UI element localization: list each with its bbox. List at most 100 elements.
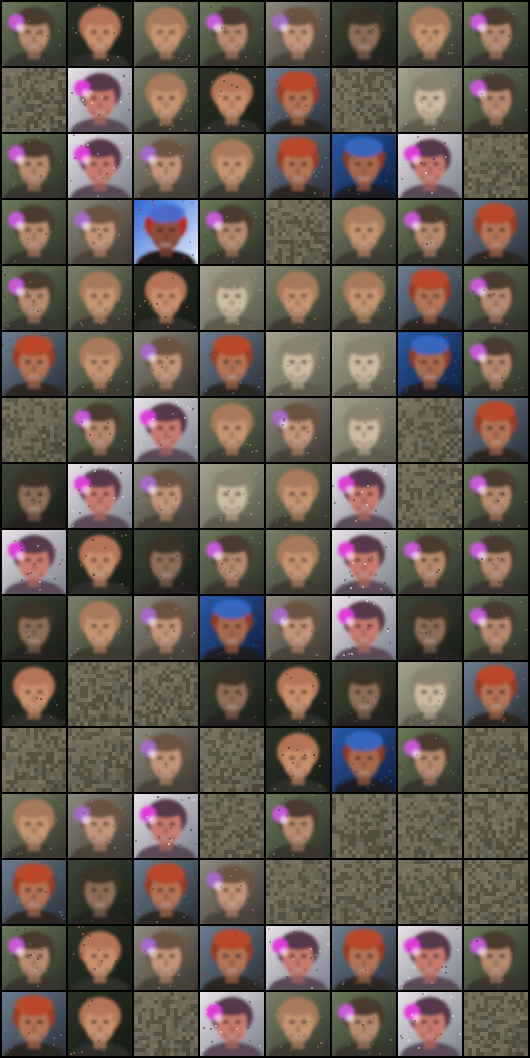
sample-tile (200, 134, 264, 198)
sample-tile (200, 596, 264, 660)
sample-tile (398, 68, 462, 132)
sample-tile (332, 266, 396, 330)
sample-tile (398, 2, 462, 66)
sample-tile (464, 596, 528, 660)
sample-tile (398, 794, 462, 858)
sample-tile (398, 200, 462, 264)
sample-tile (266, 860, 330, 924)
sample-tile (2, 332, 66, 396)
sample-tile (134, 266, 198, 330)
sample-tile (68, 134, 132, 198)
sample-tile (2, 860, 66, 924)
sample-tile (398, 596, 462, 660)
sample-tile (332, 926, 396, 990)
sample-tile (2, 464, 66, 528)
sample-tile (68, 2, 132, 66)
sample-tile (200, 530, 264, 594)
sample-tile (200, 728, 264, 792)
sample-tile (266, 398, 330, 462)
sample-tile (2, 596, 66, 660)
sample-tile (464, 2, 528, 66)
sample-tile (332, 332, 396, 396)
sample-tile (68, 794, 132, 858)
sample-tile (398, 464, 462, 528)
sample-tile (2, 926, 66, 990)
sample-tile (332, 662, 396, 726)
sample-tile (2, 2, 66, 66)
sample-tile (200, 860, 264, 924)
sample-tile (200, 926, 264, 990)
sample-tile (398, 530, 462, 594)
sample-tile (68, 68, 132, 132)
sample-tile (332, 794, 396, 858)
sample-tile (332, 134, 396, 198)
sample-tile (134, 464, 198, 528)
sample-tile (2, 266, 66, 330)
sample-tile (134, 68, 198, 132)
sample-tile (2, 794, 66, 858)
sample-tile (2, 530, 66, 594)
sample-tile (332, 860, 396, 924)
sample-tile (134, 728, 198, 792)
sample-tile (68, 398, 132, 462)
sample-tile (68, 992, 132, 1056)
sample-tile (332, 992, 396, 1056)
sample-tile (332, 596, 396, 660)
sample-tile (134, 398, 198, 462)
sample-tile (464, 728, 528, 792)
sample-tile (398, 992, 462, 1056)
sample-tile (464, 926, 528, 990)
sample-tile (134, 596, 198, 660)
sample-tile (68, 926, 132, 990)
sample-tile (464, 332, 528, 396)
sample-tile (134, 860, 198, 924)
sample-tile (134, 926, 198, 990)
sample-tile (332, 398, 396, 462)
sample-tile (134, 530, 198, 594)
sample-tile (266, 266, 330, 330)
sample-tile (68, 728, 132, 792)
sample-tile (266, 530, 330, 594)
sample-tile (464, 200, 528, 264)
sample-tile (464, 530, 528, 594)
sample-tile (398, 332, 462, 396)
sample-tile (68, 596, 132, 660)
sample-tile (464, 992, 528, 1056)
sample-tile (266, 728, 330, 792)
sample-tile (68, 266, 132, 330)
sample-tile (398, 662, 462, 726)
sample-tile (398, 728, 462, 792)
sample-tile (134, 332, 198, 396)
sample-tile (266, 200, 330, 264)
sample-tile (2, 68, 66, 132)
sample-tile (266, 926, 330, 990)
sample-tile (464, 794, 528, 858)
sample-tile (68, 200, 132, 264)
sample-tile (2, 134, 66, 198)
sample-tile (134, 794, 198, 858)
sample-tile (266, 68, 330, 132)
sample-tile (266, 464, 330, 528)
sample-tile (200, 464, 264, 528)
sample-tile (266, 332, 330, 396)
sample-tile (266, 992, 330, 1056)
sample-tile (398, 860, 462, 924)
sample-tile (266, 596, 330, 660)
sample-tile (464, 464, 528, 528)
sample-tile (200, 398, 264, 462)
sample-tile (332, 728, 396, 792)
sample-tile (200, 992, 264, 1056)
sample-tile (68, 464, 132, 528)
sample-tile (200, 68, 264, 132)
sample-tile (2, 200, 66, 264)
sample-tile (266, 2, 330, 66)
sample-tile (332, 2, 396, 66)
sample-tile (464, 134, 528, 198)
sample-tile (200, 200, 264, 264)
sample-tile (266, 794, 330, 858)
sample-tile (464, 68, 528, 132)
sample-tile (134, 134, 198, 198)
sample-tile (398, 398, 462, 462)
sample-tile (398, 134, 462, 198)
sample-tile (398, 266, 462, 330)
